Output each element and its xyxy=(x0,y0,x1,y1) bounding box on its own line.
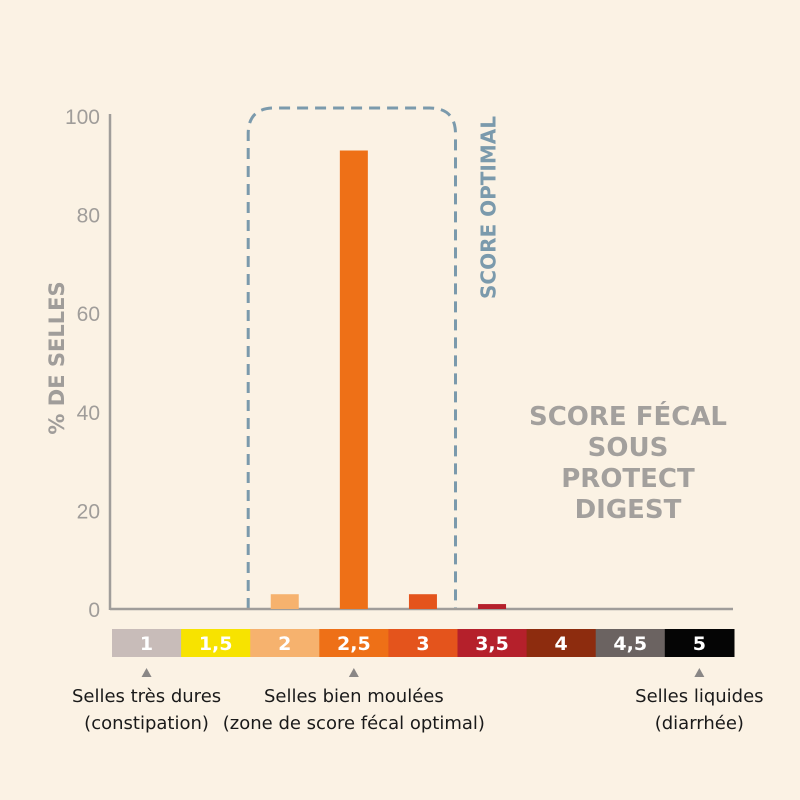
scale-segment xyxy=(664,629,735,657)
optimal-zone-label: SCORE OPTIMAL xyxy=(477,116,501,299)
bar xyxy=(478,604,507,609)
scale-segment xyxy=(181,629,251,657)
scale-segment xyxy=(250,629,320,657)
marker-triangle xyxy=(694,668,705,677)
annotation-text: (zone de score fécal optimal) xyxy=(223,713,485,734)
chart-title: DIGEST xyxy=(575,495,682,525)
chart-title: PROTECT xyxy=(561,464,695,494)
x-tick-label: 5 xyxy=(693,633,706,655)
scale-segment xyxy=(388,629,459,657)
y-tick-label: 20 xyxy=(77,500,100,523)
x-tick-label: 2,5 xyxy=(337,633,371,655)
annotation-text: Selles très dures xyxy=(72,686,221,707)
bar xyxy=(408,594,437,609)
scale-segment xyxy=(595,629,666,657)
chart-title: SOUS xyxy=(588,433,669,463)
y-tick-label: 40 xyxy=(77,402,100,425)
scale-segment xyxy=(526,629,597,657)
annotation-text: Selles bien moulées xyxy=(264,686,444,707)
y-tick-label: 60 xyxy=(77,303,100,326)
y-tick-label: 80 xyxy=(77,205,100,228)
scale-segment xyxy=(319,629,389,657)
bar xyxy=(339,150,368,609)
x-tick-label: 1 xyxy=(140,633,153,655)
annotation-text: Selles liquides xyxy=(635,686,763,707)
x-tick-label: 1,5 xyxy=(199,633,233,655)
bar xyxy=(270,594,299,609)
x-tick-label: 4 xyxy=(555,633,568,655)
y-tick-label: 100 xyxy=(65,106,100,129)
annotation-text: (constipation) xyxy=(84,713,209,734)
y-tick-label: 0 xyxy=(88,599,100,622)
x-tick-label: 2 xyxy=(278,633,291,655)
marker-triangle xyxy=(348,668,359,677)
x-tick-label: 4,5 xyxy=(613,633,647,655)
x-tick-label: 3 xyxy=(416,633,429,655)
scale-segment xyxy=(457,629,528,657)
y-axis-label: % DE SELLES xyxy=(45,281,69,434)
annotation-text: (diarrhée) xyxy=(655,713,744,734)
x-tick-label: 3,5 xyxy=(475,633,509,655)
marker-triangle xyxy=(141,668,152,677)
scale-segment xyxy=(112,629,182,657)
optimal-zone-box xyxy=(246,106,457,609)
chart-title: SCORE FÉCAL xyxy=(529,400,727,432)
